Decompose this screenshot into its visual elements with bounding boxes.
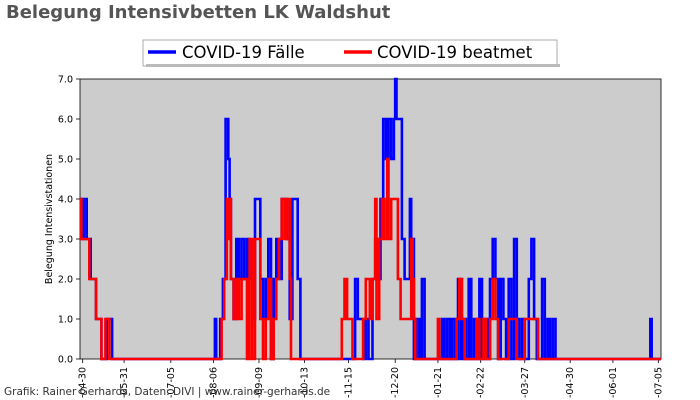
x-axis: -04-30 -05-31 -07-05 -08-06 -09-09 -10-13 -11-…	[78, 359, 664, 398]
x-tick-label: -02-22	[476, 367, 487, 398]
credit-line: Grafik: Rainer Gerhards, Daten: DIVI | w…	[4, 386, 331, 398]
y-tick-label: 1.0	[58, 315, 73, 326]
x-tick-label: -07-05	[653, 367, 664, 398]
y-tick-label: 3.0	[58, 235, 73, 246]
x-tick-label: -06-01	[608, 367, 619, 398]
chart-title: Belegung Intensivbetten LK Waldshut	[6, 2, 391, 23]
y-tick-label: 7.0	[58, 75, 73, 86]
y-tick-label: 5.0	[58, 155, 73, 166]
x-tick-label: -04-30	[565, 367, 576, 398]
x-tick-label: -09-09	[254, 367, 265, 398]
y-tick-label: 2.0	[58, 275, 73, 286]
series-line-beatmet	[80, 157, 661, 361]
series-lines	[80, 77, 661, 361]
x-tick-label: -10-13	[299, 367, 310, 398]
legend-label: COVID-19 beatmet	[377, 43, 533, 62]
x-tick-label: -03-27	[520, 367, 531, 398]
y-tick-label: 4.0	[58, 195, 73, 206]
legend: COVID-19 Fälle COVID-19 beatmet	[142, 39, 560, 67]
x-tick-label: -05-31	[119, 367, 130, 398]
x-tick-label: -07-05	[166, 367, 177, 398]
y-tick-label: 6.0	[58, 115, 73, 126]
x-tick-label: -08-06	[209, 367, 220, 398]
x-tick-label: -12-20	[390, 367, 401, 398]
legend-label: COVID-19 Fälle	[182, 43, 305, 62]
legend-shadow	[146, 64, 560, 67]
y-axis: 0.0 1.0 2.0 3.0 4.0 5.0 6.0 7.0	[58, 75, 80, 366]
x-tick-label: -04-30	[78, 367, 89, 398]
series-line-faelle	[80, 77, 661, 361]
x-tick-label: -11-15	[343, 367, 354, 398]
x-tick-label: -01-21	[433, 367, 444, 398]
y-tick-label: 0.0	[58, 355, 73, 366]
y-axis-label: Belegung Intensivstationen	[44, 154, 55, 284]
